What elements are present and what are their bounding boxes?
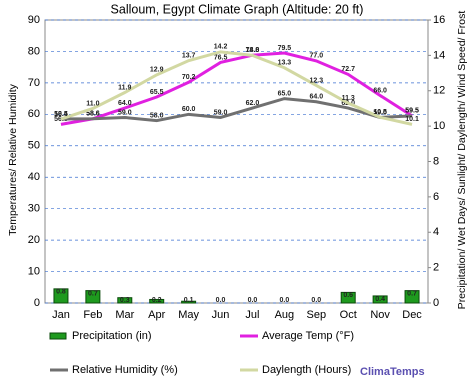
value-label: 62.0 [246, 100, 260, 107]
plot-area [44, 19, 429, 304]
value-label: 13.3 [278, 60, 292, 67]
value-label: 11.9 [118, 84, 131, 91]
value-label: 14.2 [214, 44, 228, 51]
y2-tick-label: 16 [433, 14, 445, 26]
value-label: 58.6 [86, 111, 100, 118]
y-tick-label: 20 [28, 234, 40, 246]
value-label: 13.7 [182, 53, 196, 60]
y-tick-label: 0 [34, 297, 40, 309]
value-label: 65.5 [150, 89, 164, 96]
legend-swatch [49, 332, 67, 340]
y-tick-label: 60 [28, 108, 40, 120]
x-tick-label: Apr [148, 309, 165, 321]
value-label: 12.3 [309, 77, 323, 84]
y2-axis-label: Precipitation/ Wet Days/ Sunlight/ Dayle… [456, 11, 468, 310]
legend-label: Daylength (Hours) [262, 364, 351, 376]
y2-tick-label: 12 [433, 85, 445, 97]
x-tick-label: Nov [370, 309, 390, 321]
value-label: 0.3 [120, 297, 130, 304]
source-label: ClimaTemps [360, 366, 425, 378]
y2-tick-label: 14 [433, 49, 445, 61]
y-tick-label: 10 [28, 265, 40, 277]
x-tick-label: Sep [307, 309, 327, 321]
value-label: 0.0 [311, 297, 321, 304]
x-tick-label: Feb [83, 309, 102, 321]
chart-title: Salloum, Egypt Climate Graph (Altitude: … [111, 2, 364, 16]
value-label: 59.0 [214, 109, 228, 116]
x-tick-label: May [178, 309, 199, 321]
x-tick-label: Aug [275, 309, 295, 321]
y2-tick-label: 4 [433, 226, 439, 238]
x-tick-label: Mar [115, 309, 134, 321]
value-label: 0.0 [216, 297, 226, 304]
y2-tick-label: 6 [433, 191, 439, 203]
value-label: 12.9 [150, 67, 164, 74]
x-tick-label: Jan [52, 309, 70, 321]
y-tick-label: 30 [28, 203, 40, 215]
value-label: 64.0 [309, 94, 323, 101]
value-label: 79.5 [278, 45, 292, 52]
value-label: 59.5 [405, 108, 419, 115]
bar [117, 297, 133, 304]
y-axis-label: Temperatures/ Relative Humidity [7, 83, 19, 235]
bar [404, 290, 420, 304]
y2-tick-label: 2 [433, 262, 439, 274]
value-label: 59.0 [118, 109, 132, 116]
value-label: 59.5 [405, 108, 419, 115]
value-label: 0.4 [375, 296, 385, 303]
value-label: 0.7 [88, 290, 98, 297]
line [60, 50, 413, 126]
y2-tick-label: 8 [433, 155, 439, 167]
value-label: 60.0 [182, 106, 196, 113]
value-label: 11.3 [342, 95, 355, 102]
value-label: 78.8 [246, 47, 260, 54]
y-tick-label: 90 [28, 14, 40, 26]
legend-label: Average Temp (°F) [262, 330, 354, 342]
value-label: 64.0 [118, 100, 132, 107]
value-label: 59.0 [373, 109, 387, 116]
legend-label: Relative Humidity (%) [72, 364, 178, 376]
bar [340, 291, 356, 304]
value-label: 0.1 [184, 297, 194, 304]
value-label: 11.0 [86, 100, 99, 107]
value-label: 10.5 [373, 109, 387, 116]
value-label: 76.5 [214, 54, 228, 61]
y-tick-label: 80 [28, 45, 40, 57]
value-label: 0.2 [152, 297, 162, 304]
value-label: 65.0 [278, 90, 292, 97]
value-label: 66.0 [373, 87, 387, 94]
bar [149, 298, 165, 304]
bar [53, 288, 69, 304]
value-label: 10.1 [405, 116, 419, 123]
value-label: 58.0 [150, 112, 164, 119]
bar [181, 300, 197, 304]
bar [85, 290, 101, 304]
y-tick-label: 50 [28, 140, 40, 152]
value-label: 10.4 [54, 111, 68, 118]
value-label: 0.0 [280, 297, 290, 304]
bar [372, 295, 388, 304]
x-tick-label: Oct [340, 309, 357, 321]
x-tick-label: Jun [212, 309, 230, 321]
y-tick-label: 40 [28, 171, 40, 183]
value-label: 58.6 [86, 111, 100, 118]
value-label: 0.7 [407, 290, 417, 297]
line [60, 97, 413, 123]
x-tick-label: Jul [245, 309, 259, 321]
y2-tick-label: 0 [433, 297, 439, 309]
value-label: 72.7 [341, 66, 355, 73]
value-label: 70.2 [182, 74, 196, 81]
value-label: 0.0 [248, 297, 258, 304]
value-label: 14.0 [246, 47, 260, 54]
value-label: 58.5 [54, 111, 68, 118]
value-label: 0.8 [56, 289, 66, 296]
x-tick-label: Dec [402, 309, 422, 321]
line [60, 51, 413, 126]
value-label: 0.6 [343, 292, 353, 299]
value-label: 77.0 [309, 53, 323, 60]
y-tick-label: 70 [28, 77, 40, 89]
legend-label: Precipitation (in) [72, 330, 151, 342]
y2-tick-label: 10 [433, 120, 445, 132]
